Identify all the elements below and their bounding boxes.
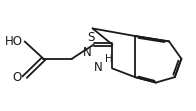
- Text: HO: HO: [5, 35, 23, 48]
- Text: O: O: [13, 71, 22, 84]
- Text: N: N: [94, 61, 103, 74]
- Text: S: S: [87, 31, 94, 44]
- Text: H: H: [105, 54, 113, 64]
- Text: N: N: [83, 46, 92, 59]
